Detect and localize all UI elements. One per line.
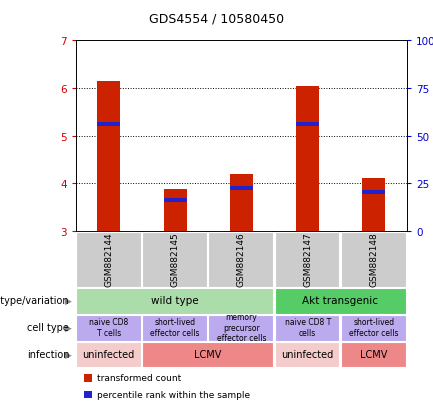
Text: GSM882146: GSM882146 <box>237 232 246 287</box>
Text: GDS4554 / 10580450: GDS4554 / 10580450 <box>149 12 284 25</box>
Text: naive CD8 T
cells: naive CD8 T cells <box>284 318 331 337</box>
Bar <box>97 123 120 126</box>
Bar <box>296 123 319 126</box>
Text: uninfected: uninfected <box>82 349 134 359</box>
Text: ▶: ▶ <box>65 296 71 305</box>
Text: GSM882144: GSM882144 <box>104 232 113 286</box>
Text: GSM882147: GSM882147 <box>303 232 312 287</box>
Bar <box>164 190 187 231</box>
Text: ▶: ▶ <box>65 323 71 332</box>
Bar <box>97 82 120 231</box>
Text: percentile rank within the sample: percentile rank within the sample <box>97 390 250 399</box>
Text: transformed count: transformed count <box>97 373 181 382</box>
Text: GSM882148: GSM882148 <box>369 232 378 287</box>
Bar <box>296 86 319 231</box>
Text: naive CD8
T cells: naive CD8 T cells <box>89 318 129 337</box>
Text: GSM882145: GSM882145 <box>171 232 180 287</box>
Text: short-lived
effector cells: short-lived effector cells <box>349 318 399 337</box>
Text: LCMV: LCMV <box>194 349 221 359</box>
Text: infection: infection <box>27 349 69 359</box>
Bar <box>362 179 385 231</box>
Text: genotype/variation: genotype/variation <box>0 295 69 306</box>
Text: memory
precursor
effector cells: memory precursor effector cells <box>216 313 266 342</box>
Text: cell type: cell type <box>27 322 69 332</box>
Bar <box>164 199 187 202</box>
Text: wild type: wild type <box>151 295 198 306</box>
Text: short-lived
effector cells: short-lived effector cells <box>150 318 200 337</box>
Text: Akt transgenic: Akt transgenic <box>302 295 378 306</box>
Text: LCMV: LCMV <box>359 349 387 359</box>
Text: uninfected: uninfected <box>281 349 333 359</box>
Bar <box>230 174 253 231</box>
Bar <box>362 190 385 194</box>
Bar <box>230 187 253 190</box>
Text: ▶: ▶ <box>65 350 71 358</box>
